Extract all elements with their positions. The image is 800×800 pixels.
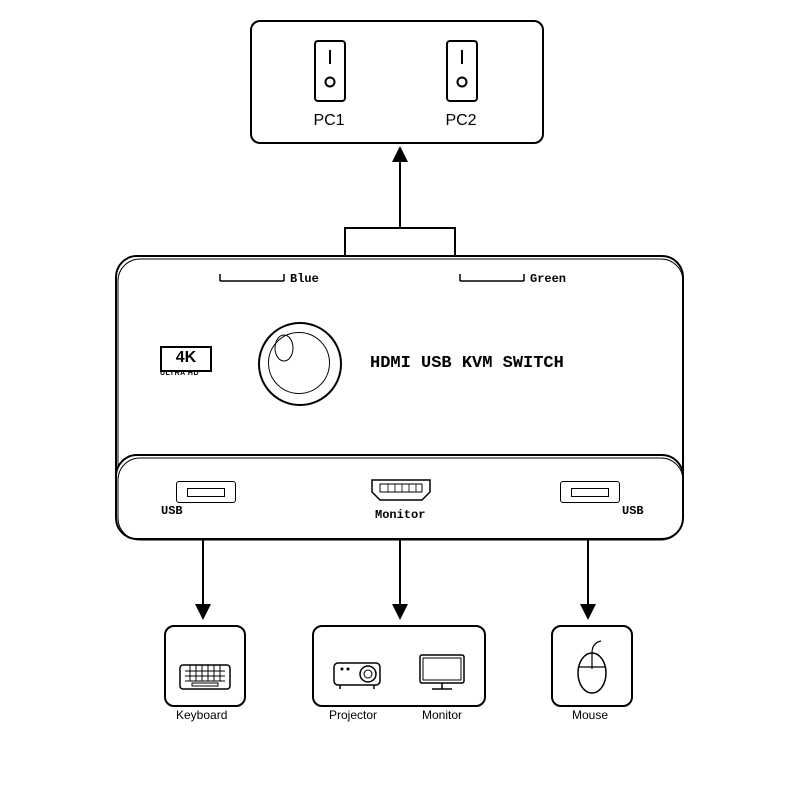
projector-label: Projector [329, 708, 377, 722]
monitor-label: Monitor [422, 708, 462, 722]
keyboard-icon [166, 627, 244, 705]
mouse-label: Mouse [572, 708, 608, 722]
mouse-box [551, 625, 633, 707]
keyboard-box [164, 625, 246, 707]
projector-monitor-box [312, 625, 486, 707]
projector-icon [324, 627, 394, 705]
keyboard-label: Keyboard [176, 708, 227, 722]
arrows-to-devices [0, 0, 800, 640]
mouse-icon [553, 627, 631, 705]
monitor-icon [410, 627, 480, 705]
